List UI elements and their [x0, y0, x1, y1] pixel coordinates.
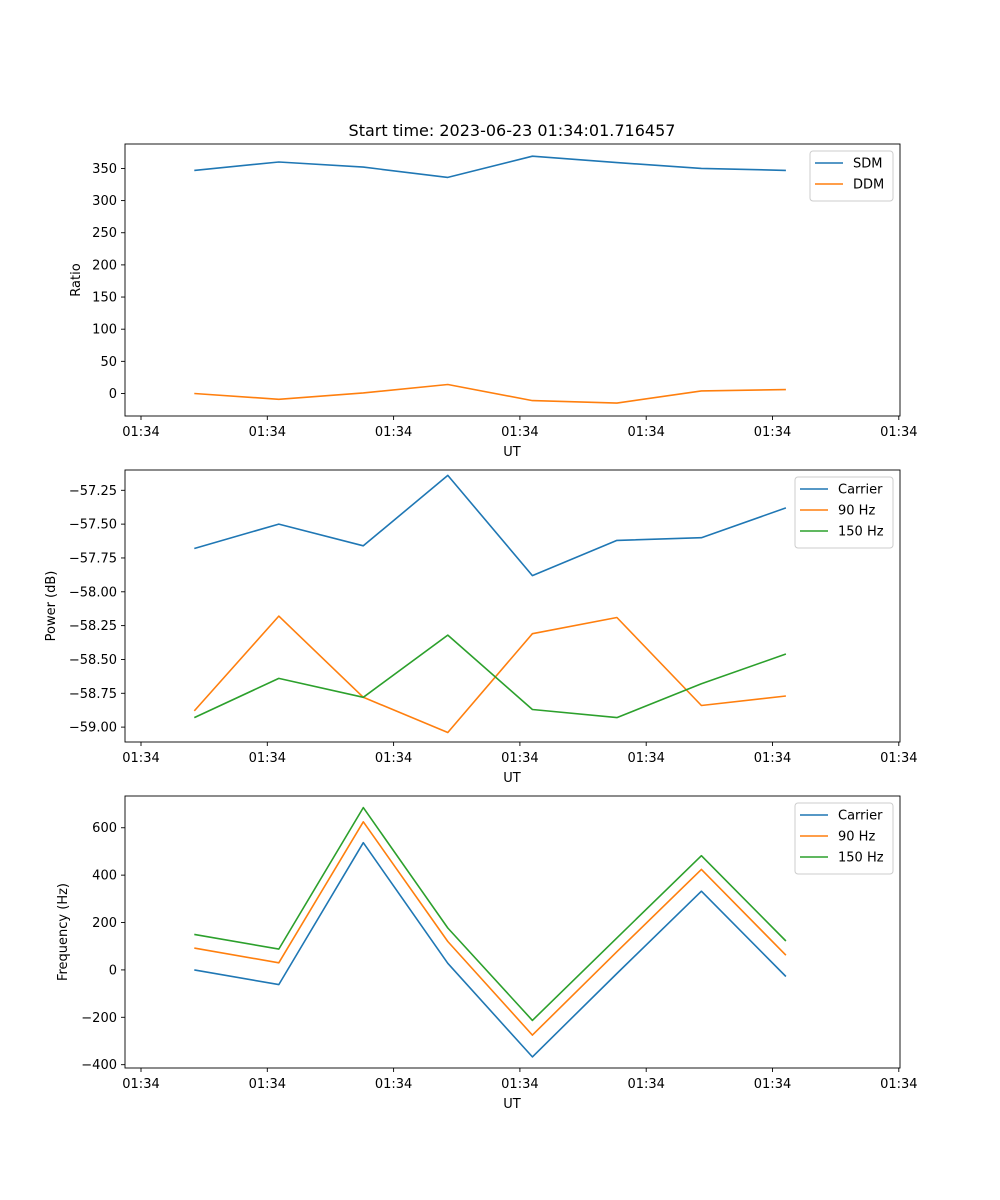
x-tick-label: 01:34 [880, 751, 917, 766]
x-tick-label: 01:34 [880, 425, 917, 440]
series-line-150-hz [193, 634, 787, 719]
x-tick-label: 01:34 [627, 425, 664, 440]
axes-frame [124, 469, 901, 743]
y-tick-label: 600 [92, 821, 117, 836]
legend-label: Carrier [838, 483, 883, 498]
y-tick-label: −58.25 [69, 619, 117, 634]
subplot-2: 01:3401:3401:3401:3401:3401:3401:3401:35… [44, 469, 918, 786]
y-tick-label: 100 [92, 323, 117, 338]
legend: Carrier 90 Hz 150 Hz [794, 802, 894, 875]
y-tick-label: −58.75 [69, 687, 117, 702]
y-tick-label: 400 [92, 869, 117, 884]
x-tick-label: 01:34 [249, 1077, 286, 1092]
axes-frame [124, 143, 901, 417]
series-line-ddm [194, 383, 786, 404]
series-line-90-hz [194, 820, 787, 1036]
x-tick-label: 01:34 [122, 425, 159, 440]
y-tick-label: −57.75 [69, 551, 117, 566]
legend-label: 150 Hz [838, 851, 884, 866]
legend-label: 90 Hz [838, 830, 875, 845]
x-tick-label: 01:34 [880, 1077, 917, 1092]
y-tick-label: −57.50 [69, 518, 117, 533]
series-line-150-hz [194, 806, 787, 1022]
x-tick-label: 01:34 [122, 1077, 159, 1092]
legend-label: SDM [853, 157, 882, 172]
axes-frame [124, 795, 901, 1069]
legend-label: 90 Hz [838, 504, 875, 519]
y-tick-label: 50 [100, 355, 117, 370]
y-tick-label: −400 [81, 1058, 117, 1073]
legend-label: Carrier [838, 809, 883, 824]
figure-title: Start time: 2023-06-23 01:34:01.716457 [349, 121, 676, 140]
x-axis-label: UT [503, 445, 521, 460]
y-tick-label: 150 [92, 291, 117, 306]
legend: Carrier 90 Hz 150 Hz [794, 476, 894, 549]
y-axis-label: Ratio [69, 263, 84, 296]
y-tick-label: 200 [92, 916, 117, 931]
x-axis-label: UT [503, 771, 521, 786]
legend: SDM DDM [809, 150, 894, 202]
legend-label: DDM [853, 178, 884, 193]
x-tick-label: 01:34 [501, 1077, 538, 1092]
x-tick-label: 01:34 [754, 1077, 791, 1092]
series-line-90-hz [193, 615, 786, 734]
y-tick-label: −200 [81, 1011, 117, 1026]
series-line-sdm [194, 155, 786, 179]
x-tick-label: 01:34 [375, 1077, 412, 1092]
subplot-1: 01:3401:3401:3401:3401:3401:3401:3401:35… [69, 143, 918, 460]
y-tick-label: 200 [92, 258, 117, 273]
x-axis-label: UT [503, 1097, 521, 1112]
x-tick-label: 01:34 [122, 751, 159, 766]
series-line-carrier [194, 841, 787, 1058]
y-tick-label: −58.00 [69, 585, 117, 600]
y-axis-label: Frequency (Hz) [56, 883, 71, 981]
x-tick-label: 01:34 [375, 751, 412, 766]
subplots: 01:3401:3401:3401:3401:3401:3401:3401:35… [44, 143, 918, 1112]
y-tick-label: 0 [109, 963, 117, 978]
x-tick-label: 01:34 [754, 751, 791, 766]
x-tick-label: 01:34 [627, 751, 664, 766]
x-tick-label: 01:34 [375, 425, 412, 440]
x-tick-label: 01:34 [249, 751, 286, 766]
y-axis-label: Power (dB) [44, 571, 59, 642]
y-tick-label: −59.00 [69, 721, 117, 736]
y-tick-label: 300 [92, 194, 117, 209]
x-tick-label: 01:34 [501, 751, 538, 766]
x-tick-label: 01:34 [754, 425, 791, 440]
subplot-3: 01:3401:3401:3401:3401:3401:3401:3401:35… [56, 795, 918, 1112]
x-tick-label: 01:34 [627, 1077, 664, 1092]
y-tick-label: −57.25 [69, 484, 117, 499]
y-tick-label: −58.50 [69, 653, 117, 668]
series-line-carrier [194, 474, 787, 577]
x-tick-label: 01:34 [501, 425, 538, 440]
x-tick-label: 01:34 [249, 425, 286, 440]
y-tick-label: 0 [109, 387, 117, 402]
y-tick-label: 250 [92, 226, 117, 241]
y-tick-label: 350 [92, 162, 117, 177]
legend-label: 150 Hz [838, 525, 884, 540]
